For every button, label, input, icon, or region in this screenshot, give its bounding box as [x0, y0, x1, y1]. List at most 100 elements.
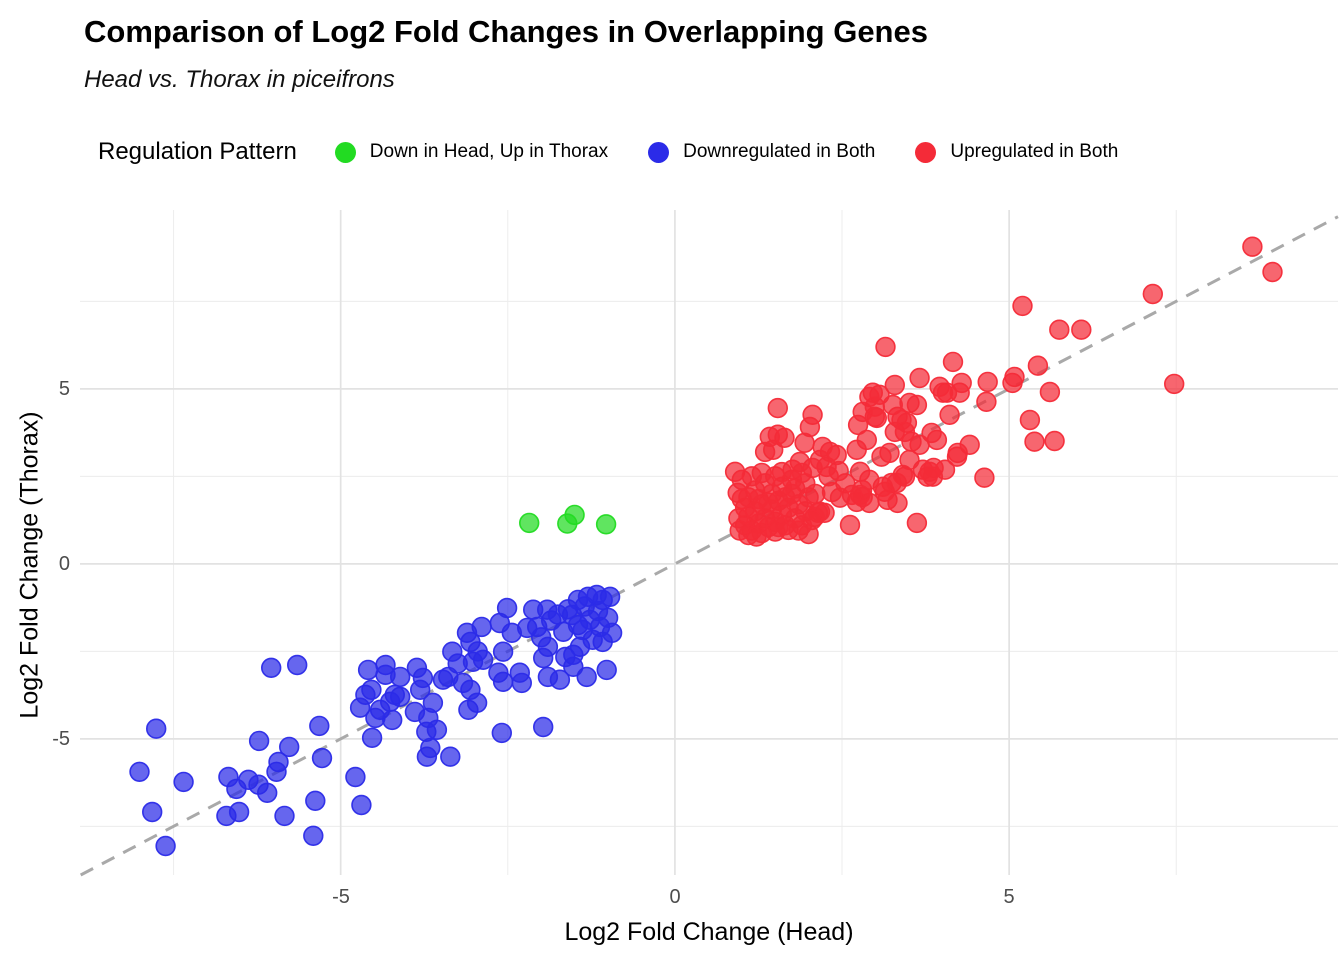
scatter-point: [274, 805, 295, 827]
legend-swatch-green-icon: [334, 141, 356, 163]
legend-label: Down in Head, Up in Thorax: [369, 141, 609, 162]
scatter-point: [1024, 431, 1045, 452]
scatter-point: [268, 751, 289, 773]
scatter-point: [805, 483, 826, 505]
legend-item-down-head-up-thorax: Down in Head, Up in Thorax: [334, 141, 609, 163]
scatter-point: [976, 391, 997, 412]
scatter-point: [599, 586, 621, 607]
scatter-point: [601, 622, 623, 643]
scatter-point: [257, 782, 278, 803]
scatter-point: [798, 523, 819, 545]
scatter-point: [279, 736, 300, 758]
scatter-point: [576, 666, 597, 688]
scatter-point: [492, 641, 514, 662]
scatter-point: [977, 371, 998, 393]
legend-swatch-red-icon: [915, 141, 937, 163]
scatter-point: [596, 659, 617, 681]
identity-line: [79, 215, 1339, 877]
scatter-point: [466, 692, 488, 713]
scatter-point: [422, 692, 444, 713]
scatter-point: [426, 719, 448, 740]
scatter-point: [382, 709, 403, 731]
scatter-point: [974, 467, 995, 488]
scatter-point: [864, 396, 885, 417]
scatter-point: [768, 516, 789, 538]
scatter-point: [357, 659, 379, 681]
scatter-point: [882, 394, 903, 416]
scatter-point: [537, 636, 559, 657]
scatter-point: [839, 514, 861, 536]
scatter-point: [173, 771, 194, 793]
scatter-point: [549, 669, 571, 690]
scatter-point: [959, 434, 980, 455]
scatter-point: [1019, 409, 1041, 431]
scatter-point: [518, 512, 540, 534]
scatter-point: [311, 747, 333, 769]
legend-label: Downregulated in Both: [683, 141, 876, 162]
scatter-point: [345, 766, 366, 788]
scatter-point: [361, 679, 382, 700]
scatter-point: [846, 439, 867, 460]
scatter-point: [146, 718, 167, 739]
scatter-point: [909, 367, 930, 389]
scatter-point: [921, 422, 942, 444]
scatter-point: [351, 794, 372, 816]
scatter-point: [472, 649, 494, 670]
scatter-point: [758, 492, 779, 513]
scatter-point: [909, 434, 930, 455]
chart-title: Comparison of Log2 Fold Changes in Overl…: [84, 14, 928, 49]
scatter-point: [248, 730, 270, 752]
chart-subtitle: Head vs. Thorax in piceifrons: [84, 66, 395, 93]
scatter-point: [746, 526, 767, 547]
legend-label: Upregulated in Both: [950, 141, 1119, 162]
scatter-point: [1071, 319, 1092, 340]
scatter-point: [305, 790, 326, 811]
scatter-point: [511, 672, 532, 694]
scatter-point: [946, 446, 968, 467]
legend-swatch-blue-icon: [648, 141, 670, 163]
x-tick-label: -5: [332, 886, 350, 908]
x-tick-label: 5: [1003, 886, 1015, 908]
scatter-point: [491, 722, 512, 744]
scatter-point: [155, 835, 176, 857]
scatter-point: [887, 492, 908, 514]
scatter-point: [261, 657, 282, 678]
legend: Regulation Pattern Down in Head, Up in T…: [98, 130, 1158, 174]
scatter-point: [754, 441, 776, 463]
scatter-point: [1163, 373, 1185, 395]
legend-item-downregulated-both: Downregulated in Both: [648, 141, 875, 163]
scatter-point: [892, 464, 913, 486]
scatter-point: [440, 746, 461, 767]
scatter-point: [939, 404, 960, 425]
scatter-point: [871, 446, 892, 467]
scatter-point: [563, 656, 584, 677]
scatter-point: [942, 351, 964, 373]
scatter-point: [129, 761, 150, 782]
scatter-point: [390, 666, 411, 688]
scatter-point: [1142, 283, 1164, 305]
scatter-point: [412, 667, 434, 689]
scatter-point: [361, 727, 383, 748]
scatter-point: [595, 514, 617, 535]
scatter-point: [929, 376, 950, 397]
y-tick-label: -5: [52, 728, 70, 750]
scatter-point: [1012, 295, 1033, 317]
scatter-point: [1002, 372, 1023, 394]
y-tick-label: 0: [58, 553, 70, 575]
scatter-point: [751, 462, 772, 484]
scatter-point: [532, 716, 554, 738]
scatter-point: [228, 801, 250, 823]
scatter-point: [847, 414, 869, 436]
x-tick-label: 0: [669, 886, 681, 908]
scatter-point: [471, 616, 492, 638]
scatter-point: [1044, 430, 1065, 452]
scatter-point: [849, 461, 871, 482]
scatter-point: [767, 397, 788, 419]
legend-item-upregulated-both: Upregulated in Both: [915, 141, 1118, 163]
scatter-point: [919, 461, 940, 482]
scatter-point: [884, 374, 905, 396]
scatter-point: [1027, 355, 1049, 376]
scatter-point: [420, 737, 441, 759]
